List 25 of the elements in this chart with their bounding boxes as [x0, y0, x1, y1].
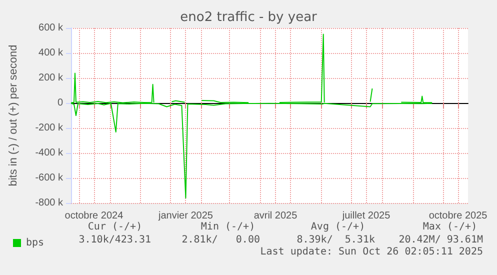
text: Max (-/+) — [422, 222, 478, 232]
text: 3.10k/423.31 — [78, 234, 151, 246]
text: Avg (-/+) — [310, 222, 366, 232]
x-tick-label: octobre 2025 — [428, 210, 488, 222]
text: Cur (-/+) — [88, 222, 142, 232]
x-tick-label: janvier 2025 — [157, 210, 214, 222]
y-tick-label: -800 k — [35, 198, 64, 208]
y-tick-label: 0 — [57, 98, 64, 108]
y-tick-label: -600 k — [35, 172, 64, 184]
legend-label: bps — [26, 238, 44, 248]
text: 20.42M/ 93.61M — [398, 234, 483, 246]
x-tick-label: octobre 2024 — [64, 210, 124, 222]
y-tick-label: -200 k — [35, 122, 64, 134]
text: Last update: Sun Oct 26 02:05:11 2025 — [260, 246, 483, 258]
text: 8.39k/ 5.31k — [296, 234, 375, 246]
text: Min (-/+) — [200, 222, 256, 232]
y-tick-label: 600 k — [38, 22, 64, 34]
y-tick-label: 200 k — [38, 72, 64, 84]
x-tick-label: avril 2025 — [254, 210, 298, 222]
y-axis-title: bits in (-) / out (+) per second — [8, 44, 20, 186]
text: 2.81k/ 0.00 — [182, 234, 260, 246]
chart-title: eno2 traffic - by year — [180, 10, 318, 25]
y-tick-label: 400 k — [38, 48, 64, 58]
y-tick-label: -400 k — [35, 148, 64, 158]
x-tick-label: juillet 2025 — [341, 210, 391, 222]
